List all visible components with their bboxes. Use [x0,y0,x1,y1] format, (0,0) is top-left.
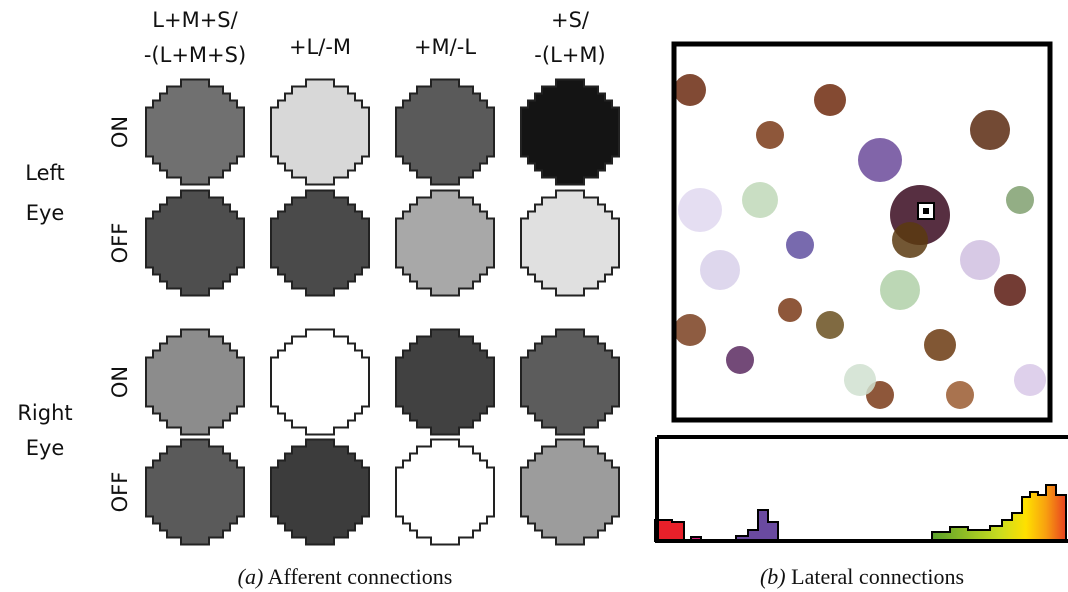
receptive-field [271,80,369,185]
column-header: -(L+M) [534,43,605,67]
hist-bar [736,510,778,541]
eye-label: Eye [26,201,65,225]
blob [994,274,1026,306]
figure: L+M+S/ -(L+M+S) +L/-M +M/-L +S/ -(L+M) L… [0,0,1068,592]
column-header: +M/-L [414,35,476,59]
blob [946,381,974,409]
receptive-field [396,191,494,296]
blob [880,270,920,310]
receptive-field [271,191,369,296]
lateral-map [674,44,1050,420]
blob [674,314,706,346]
center-dot [923,208,929,214]
row-label: OFF [108,472,132,513]
column-header: +L/-M [289,35,351,59]
caption-text: Afferent connections [268,564,453,589]
caption-marker: (a) [238,564,264,589]
column-header: L+M+S/ [152,8,238,32]
hist-bar [932,485,1066,541]
row-label: ON [108,116,132,148]
blob [726,346,754,374]
blob [756,121,784,149]
receptive-field [146,191,244,296]
caption-marker: (b) [760,564,786,589]
receptive-field [396,80,494,185]
eye-label: Left [25,161,65,185]
caption-text: Lateral connections [791,564,964,589]
blob [960,240,1000,280]
blob [858,138,902,182]
hist-bar [655,520,684,541]
receptive-field [146,80,244,185]
receptive-field [396,440,494,545]
receptive-fields [146,80,619,545]
hue-histogram [655,437,1068,541]
blob [786,231,814,259]
blob [816,311,844,339]
blob [778,298,802,322]
receptive-field [521,440,619,545]
eye-label: Right [17,401,72,425]
blob [678,188,722,232]
receptive-field [271,330,369,435]
receptive-field [271,440,369,545]
receptive-field [521,191,619,296]
blob [814,84,846,116]
blob [970,110,1010,150]
row-label: ON [108,366,132,398]
caption: (a) Afferent connections [238,564,453,589]
blob [892,222,928,258]
blob [1014,364,1046,396]
column-header: -(L+M+S) [144,43,246,67]
receptive-field [146,440,244,545]
receptive-field [146,330,244,435]
receptive-field [396,330,494,435]
blob [674,74,706,106]
row-label: OFF [108,223,132,264]
column-header: +S/ [551,8,590,32]
receptive-field [521,330,619,435]
eye-label: Eye [26,436,65,460]
blob [844,364,876,396]
caption: (b) Lateral connections [760,564,964,589]
blob [742,182,778,218]
blob [924,329,956,361]
blob [700,250,740,290]
blob [1006,186,1034,214]
receptive-field [521,80,619,185]
